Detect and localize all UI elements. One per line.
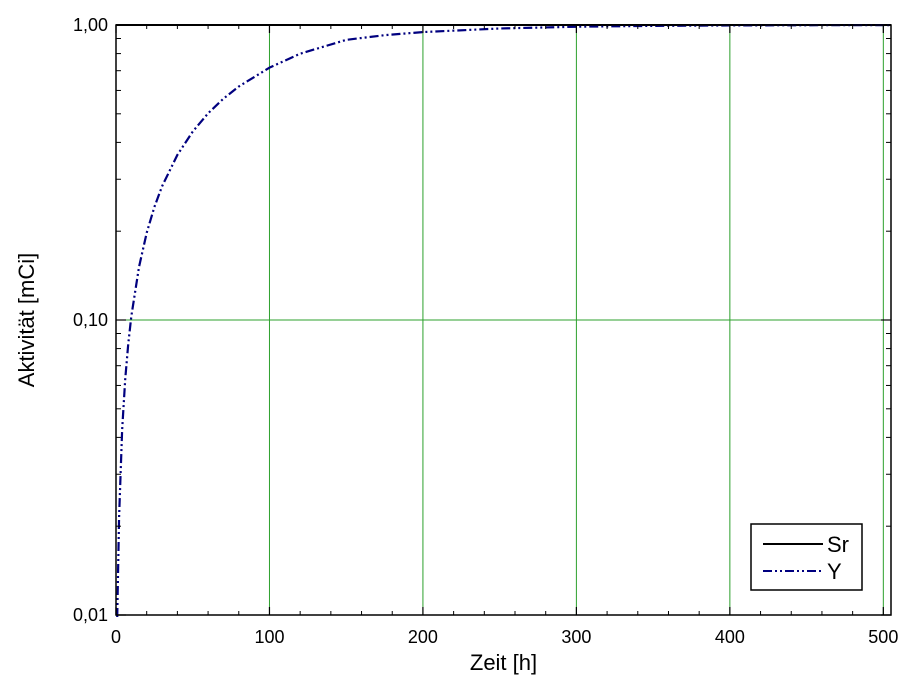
series-line-y <box>116 24 892 618</box>
y-tick-label: 1,00 <box>73 15 108 35</box>
legend-label-sr: Sr <box>827 532 849 557</box>
x-tick-label: 200 <box>408 627 438 647</box>
x-axis-title: Zeit [h] <box>470 650 537 675</box>
x-tick-label: 500 <box>868 627 898 647</box>
x-tick-label: 300 <box>561 627 591 647</box>
legend: Sr Y <box>750 523 863 591</box>
axis-ticks: 0 100 200 300 400 500 0,01 0,10 1,00 <box>73 15 898 647</box>
x-tick-label: 400 <box>715 627 745 647</box>
legend-box <box>750 523 863 591</box>
legend-label-y: Y <box>827 559 842 584</box>
y-tick-label: 0,10 <box>73 310 108 330</box>
x-tick-label: 0 <box>111 627 121 647</box>
y-tick-label: 0,01 <box>73 605 108 625</box>
x-tick-label: 100 <box>254 627 284 647</box>
y-axis-title: Aktivität [mCi] <box>14 253 39 387</box>
